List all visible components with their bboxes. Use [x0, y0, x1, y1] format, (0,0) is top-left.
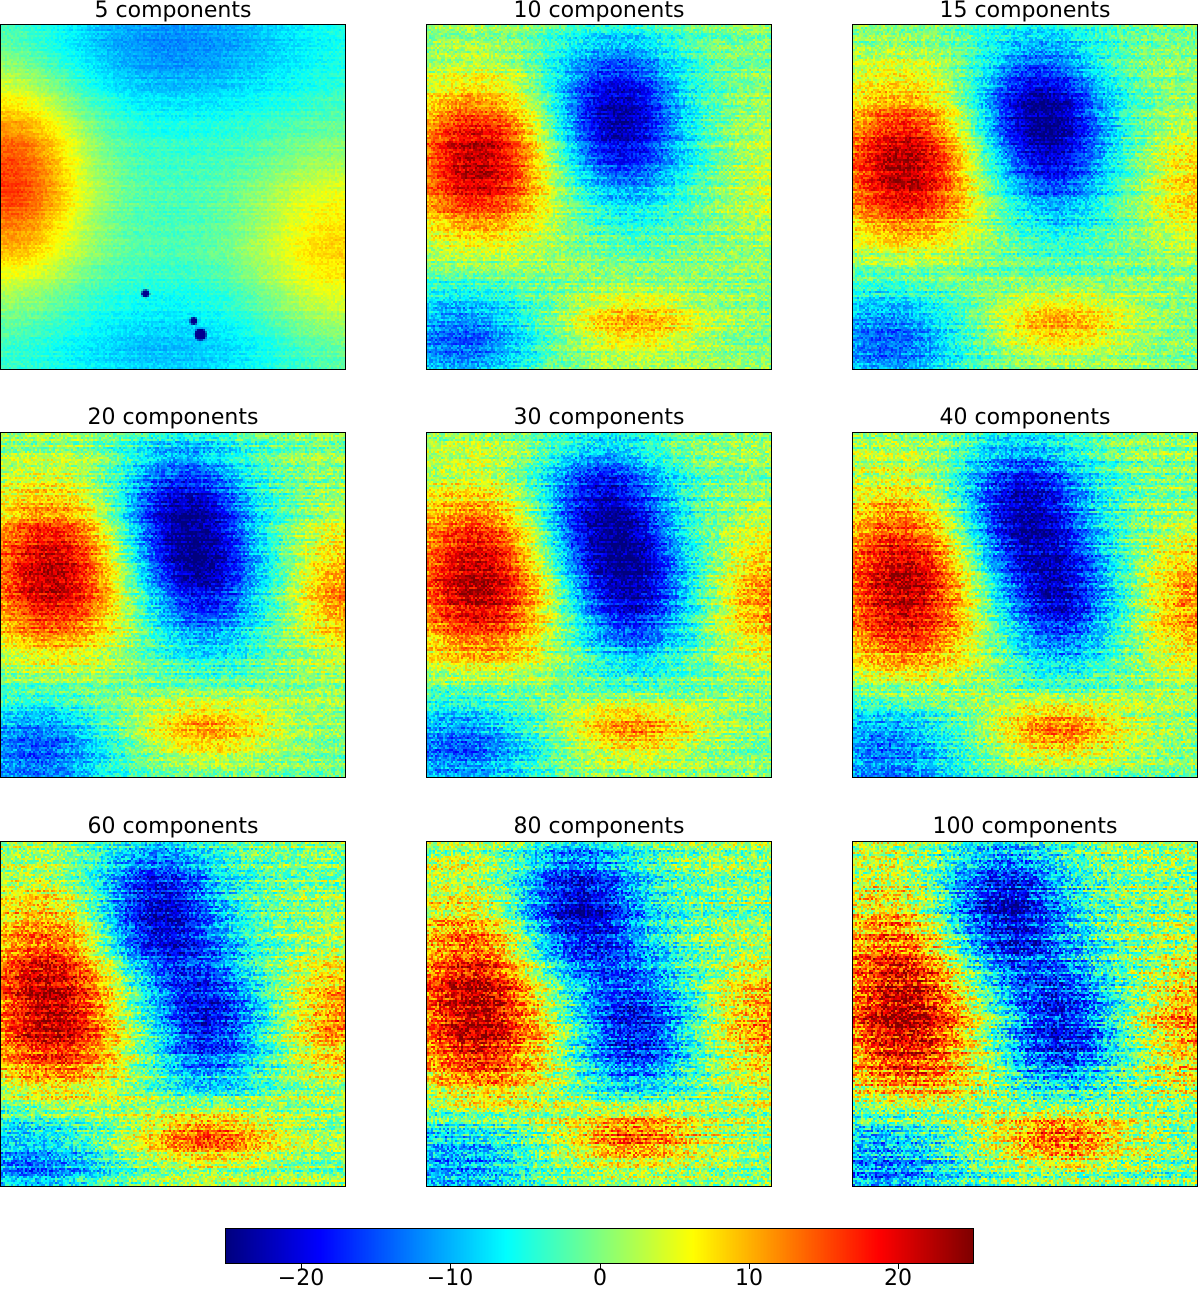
colorbar-tick	[898, 1263, 899, 1269]
heatmap-60-components	[0, 841, 346, 1187]
heatmap-20-components	[0, 432, 346, 778]
panel-title: 100 components	[932, 814, 1118, 839]
colorbar-tick-label: −10	[426, 1266, 474, 1291]
colorbar-tick	[301, 1263, 302, 1269]
panel-title: 40 components	[939, 405, 1111, 430]
colorbar-tick-label: 0	[593, 1266, 607, 1291]
panel-title: 5 components	[94, 0, 252, 23]
heatmap-40-components	[852, 432, 1198, 778]
heatmap-30-components	[426, 432, 772, 778]
colorbar-tick	[749, 1263, 750, 1269]
colorbar-tick-label: −20	[277, 1266, 325, 1291]
panel-title: 30 components	[513, 405, 685, 430]
colorbar-tick	[450, 1263, 451, 1269]
colorbar-tick	[600, 1263, 601, 1269]
heatmap-15-components	[852, 24, 1198, 370]
heatmap-10-components	[426, 24, 772, 370]
colorbar	[225, 1228, 974, 1264]
panel-title: 15 components	[939, 0, 1111, 23]
heatmap-100-components	[852, 841, 1198, 1187]
panel-title: 80 components	[513, 814, 685, 839]
heatmap-80-components	[426, 841, 772, 1187]
colorbar-tick-label: 20	[884, 1266, 912, 1291]
panel-title: 20 components	[87, 405, 259, 430]
colorbar-tick-label: 10	[735, 1266, 763, 1291]
heatmap-5-components	[0, 24, 346, 370]
panel-title: 60 components	[87, 814, 259, 839]
panel-title: 10 components	[513, 0, 685, 23]
